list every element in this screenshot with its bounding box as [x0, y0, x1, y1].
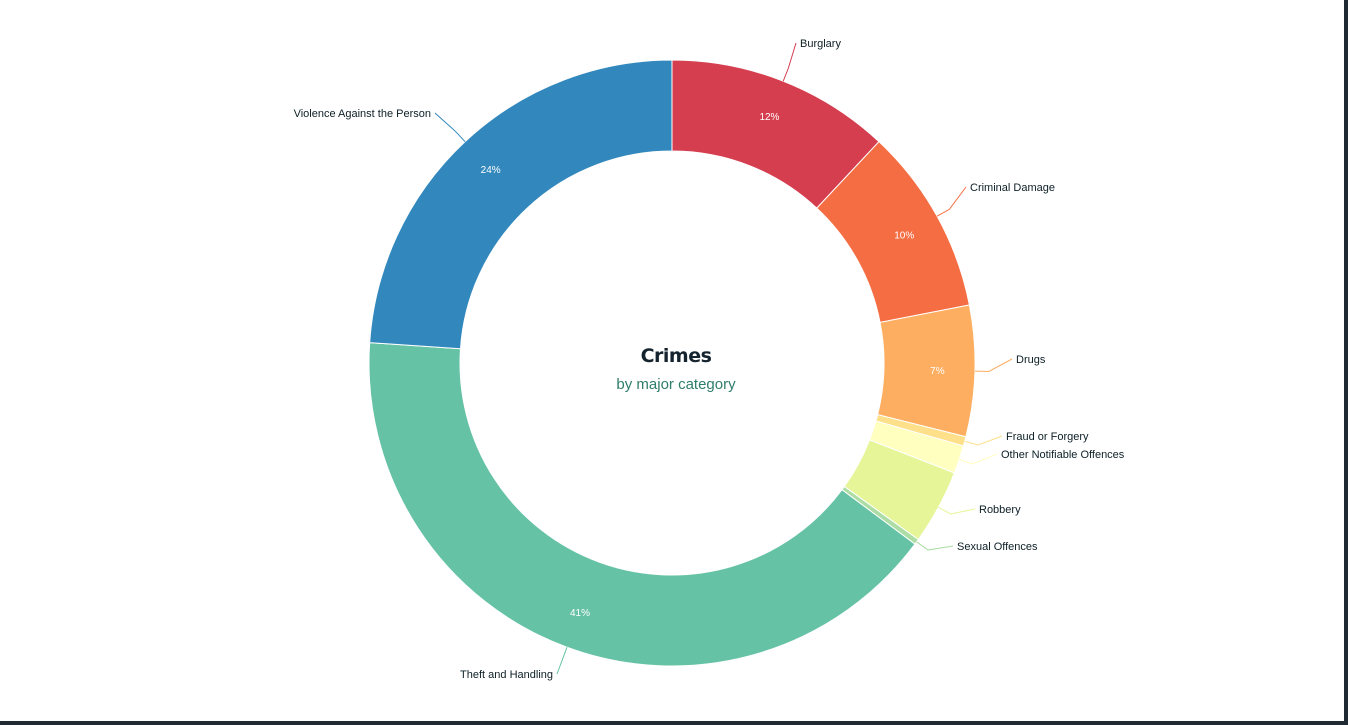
- label-leader-lines: [434, 42, 1013, 675]
- leader-line-burglary: [782, 42, 797, 82]
- category-label-burglary: Burglary: [800, 38, 841, 50]
- slice-theft-and-handling[interactable]: [368, 342, 916, 667]
- category-label-drugs: Drugs: [1016, 354, 1046, 366]
- leader-line-drugs: [974, 358, 1013, 372]
- leader-line-violence-against-the-person: [434, 112, 466, 142]
- leader-line-sexual-offences: [916, 541, 954, 551]
- slice-violence-against-the-person[interactable]: [369, 59, 673, 350]
- category-label-theft-and-handling: Theft and Handling: [460, 669, 553, 681]
- leader-line-fraud-or-forgery: [964, 435, 1003, 446]
- percent-labels: 12% 10% 7% 41% 24%: [481, 112, 945, 619]
- pct-label-criminal-damage: 10%: [894, 230, 914, 241]
- leader-line-other-notifiable-offences: [959, 453, 998, 465]
- chart-title: Crimes: [641, 345, 712, 367]
- leader-line-robbery: [938, 506, 976, 515]
- category-label-fraud-or-forgery: Fraud or Forgery: [1006, 431, 1089, 443]
- pct-label-drugs: 7%: [930, 366, 945, 377]
- donut-slices: [368, 59, 976, 667]
- pct-label-violence-against-the-person: 24%: [481, 165, 501, 176]
- category-label-violence-against-the-person: Violence Against the Person: [294, 108, 431, 120]
- category-label-sexual-offences: Sexual Offences: [957, 541, 1038, 553]
- slice-drugs[interactable]: [877, 304, 976, 438]
- leader-line-theft-and-handling: [556, 647, 568, 675]
- pct-label-theft-and-handling: 41%: [570, 608, 590, 619]
- category-label-robbery: Robbery: [979, 504, 1021, 516]
- pct-label-burglary: 12%: [759, 112, 779, 123]
- category-label-other-notifiable-offences: Other Notifiable Offences: [1001, 449, 1125, 461]
- category-labels: Burglary Criminal Damage Drugs Fraud or For…: [294, 38, 1125, 681]
- chart-subtitle: by major category: [616, 376, 736, 393]
- category-label-criminal-damage: Criminal Damage: [970, 182, 1055, 194]
- leader-line-criminal-damage: [936, 186, 967, 217]
